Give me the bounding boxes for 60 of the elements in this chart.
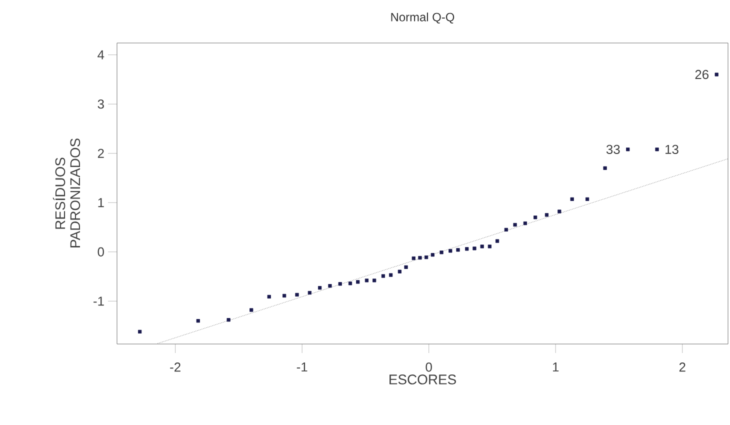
y-tick-label: 4 bbox=[98, 50, 104, 60]
point bbox=[226, 318, 230, 322]
point bbox=[495, 239, 500, 243]
point bbox=[480, 244, 484, 248]
point bbox=[603, 166, 607, 170]
point bbox=[250, 308, 254, 312]
point bbox=[424, 255, 428, 260]
x-tick-label: 0 bbox=[426, 362, 432, 372]
annotation: 13 bbox=[666, 144, 678, 154]
point bbox=[381, 274, 386, 278]
annotation: 33 bbox=[606, 144, 620, 154]
point bbox=[714, 72, 718, 76]
point bbox=[488, 244, 492, 248]
point bbox=[534, 216, 538, 220]
point bbox=[348, 282, 352, 286]
point bbox=[626, 148, 630, 152]
point bbox=[295, 292, 299, 297]
point bbox=[523, 222, 527, 226]
y-tick-label: 3 bbox=[98, 99, 104, 109]
point bbox=[338, 282, 342, 286]
point bbox=[430, 253, 434, 257]
annotation: 26 bbox=[695, 70, 709, 80]
point bbox=[570, 197, 574, 201]
point bbox=[418, 256, 422, 260]
point bbox=[586, 197, 590, 201]
point bbox=[544, 213, 549, 217]
point bbox=[282, 294, 286, 298]
point bbox=[513, 222, 517, 227]
y-tick-label: 1 bbox=[98, 198, 104, 208]
x-tick-label: 2 bbox=[679, 362, 686, 372]
x-tick-label: 1 bbox=[552, 362, 559, 372]
point bbox=[318, 286, 322, 290]
x-tick-label: -1 bbox=[296, 362, 308, 372]
y-axis-title: RESÍDUOS PADRONIZADOS bbox=[52, 138, 80, 248]
y-tick-label: -1 bbox=[94, 296, 104, 306]
point bbox=[267, 294, 271, 299]
point bbox=[558, 210, 562, 214]
point bbox=[196, 319, 200, 323]
point bbox=[504, 228, 508, 232]
point bbox=[398, 270, 402, 274]
point bbox=[448, 249, 452, 253]
chart-title: Normal Q-Q bbox=[391, 12, 454, 24]
point bbox=[138, 330, 142, 334]
x-tick-label: -2 bbox=[170, 362, 180, 372]
point bbox=[372, 278, 376, 282]
point bbox=[655, 148, 659, 152]
point bbox=[308, 290, 312, 295]
point bbox=[440, 250, 444, 254]
point bbox=[412, 256, 416, 260]
point bbox=[456, 248, 460, 252]
point bbox=[328, 284, 332, 288]
point bbox=[404, 265, 408, 269]
point bbox=[356, 280, 360, 284]
point bbox=[389, 273, 393, 277]
y-tick-label: 2 bbox=[98, 148, 104, 158]
point bbox=[465, 247, 469, 251]
y-tick-label: 0 bbox=[98, 247, 104, 256]
point bbox=[364, 278, 369, 282]
x-axis-title: ESCORES bbox=[390, 374, 456, 384]
point bbox=[472, 246, 476, 250]
